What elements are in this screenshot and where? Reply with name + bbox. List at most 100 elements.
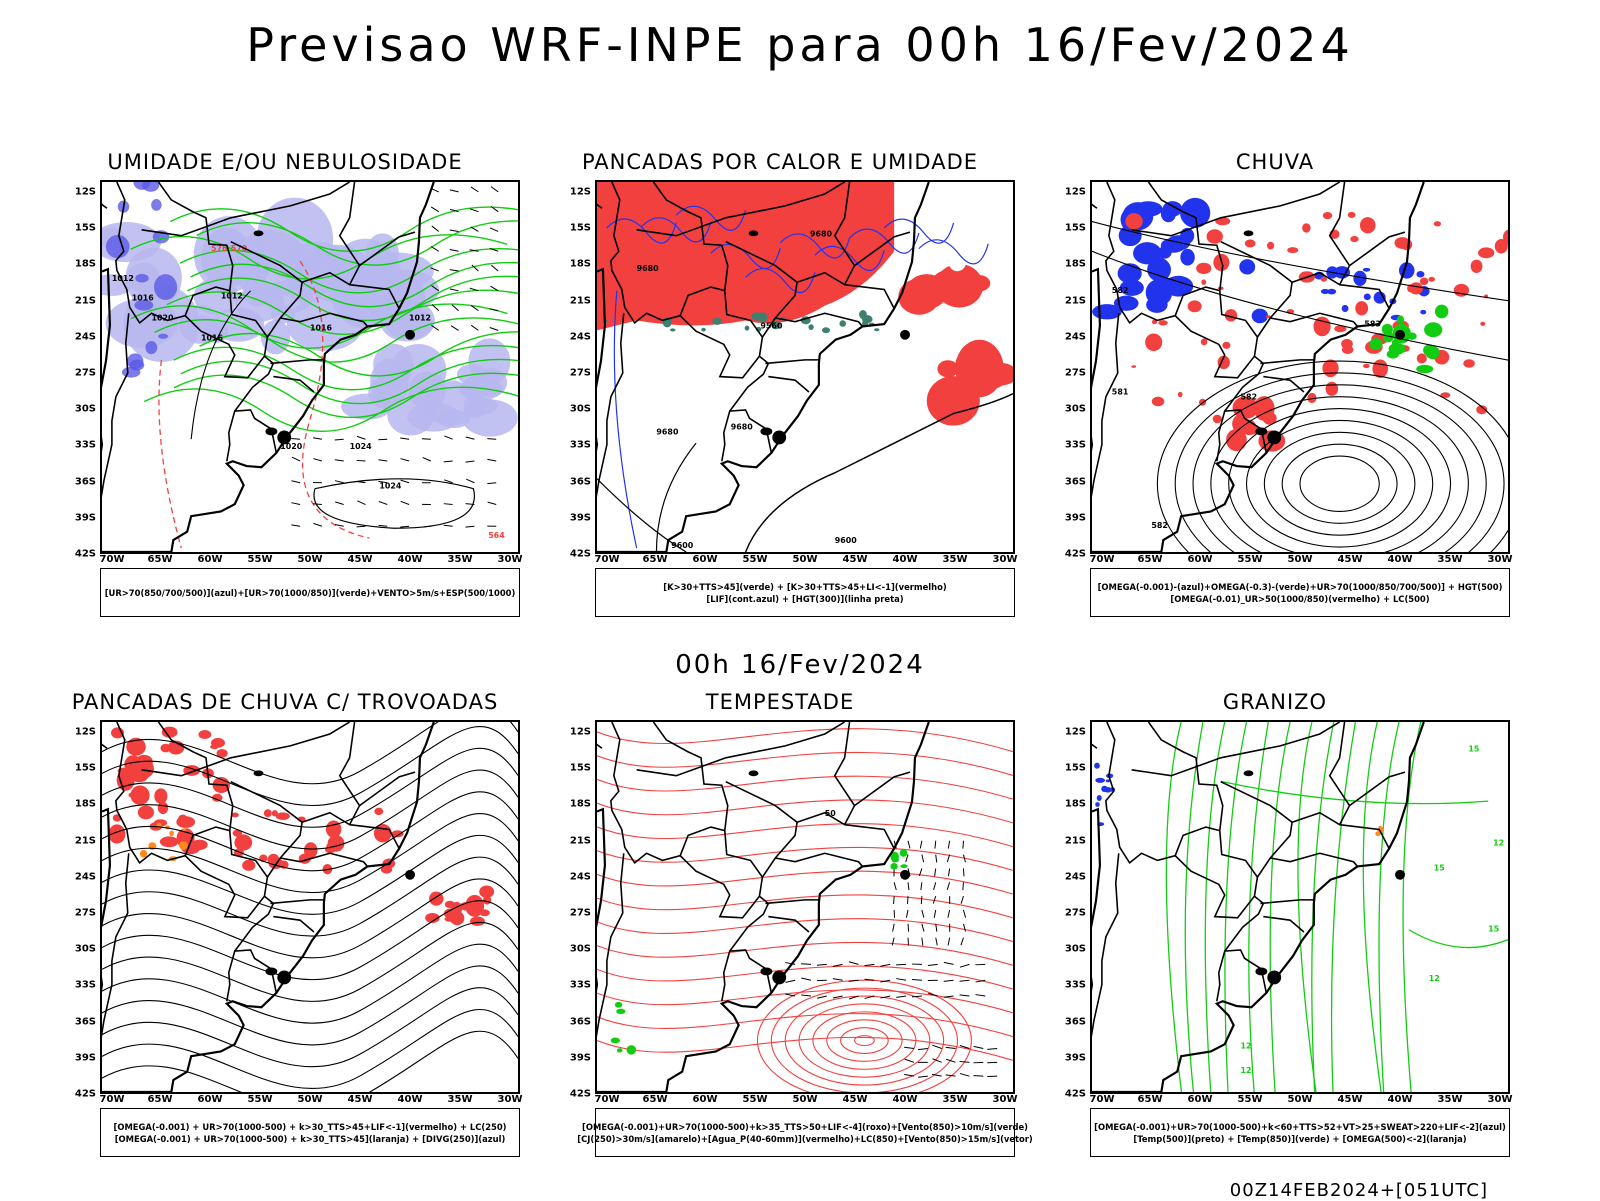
wind-vector [488, 502, 497, 504]
longitude-tick-label: 45W [843, 554, 868, 565]
wind-vector [450, 230, 459, 231]
latitude-tick-label: 18S [75, 799, 96, 810]
wind-vector [292, 457, 300, 461]
wind-vector [357, 526, 366, 527]
wind-vector [974, 1046, 984, 1048]
streamline [597, 990, 1013, 1013]
lake-marker [265, 427, 277, 435]
contour-label: 1012 [221, 292, 243, 301]
political-border [1260, 900, 1313, 904]
political-border [768, 377, 809, 392]
wind-vector [833, 979, 843, 981]
instability-area [937, 360, 958, 377]
wind-vector [936, 855, 937, 863]
wind-vector [452, 305, 459, 311]
legend-box: [OMEGA(-0.001)+UR>70(1000-500)+k<60+TTS>… [1090, 1108, 1510, 1157]
latitude-tick-label: 33S [75, 440, 96, 451]
rain-area [1287, 247, 1298, 253]
legend-text: [K>30+TTS>45](verde) + [K>30+TTS>45+LI<-… [663, 581, 946, 593]
clear-area [990, 268, 1012, 284]
wind-vector [934, 882, 936, 890]
longitude-tick-label: 55W [1238, 1094, 1263, 1105]
latitude-tick-label: 18S [570, 259, 591, 270]
contour-label: 582 [1241, 393, 1258, 402]
thunderstorm-area [169, 831, 174, 836]
latitude-tick-label: 39S [75, 512, 96, 523]
longitude-tick-label: 60W [1188, 554, 1213, 565]
longitude-tick-label: 60W [198, 1094, 223, 1105]
contour-label: 15 [1468, 745, 1479, 754]
legend-text: [OMEGA(-0.001) + UR>70(1000-500) + k>30_… [115, 1133, 506, 1145]
rain-area [1267, 242, 1274, 250]
rain-area [1420, 278, 1428, 286]
rain-area [1125, 213, 1142, 229]
wind-vector [801, 978, 811, 980]
latitude-tick-label: 27S [1065, 908, 1086, 919]
contour-label: 9600 [671, 541, 694, 550]
wind-vector [944, 980, 954, 981]
rain-area [1478, 247, 1494, 258]
wind-vector [335, 481, 344, 483]
rain-area [1131, 365, 1136, 368]
wind-vector [946, 1047, 956, 1048]
wind-vector [908, 882, 909, 890]
omega-area [1342, 305, 1349, 312]
political-border [722, 410, 772, 461]
strong-wind-area [627, 1045, 637, 1054]
rain-area [1409, 282, 1423, 294]
wind-vector [470, 209, 478, 212]
wind-vector [491, 187, 498, 192]
rain-area [1480, 322, 1485, 326]
longitude-tick-label: 30W [1488, 1094, 1513, 1105]
wind-vector [849, 962, 859, 965]
wind-vector [906, 910, 908, 918]
heat-humidity-area [745, 326, 750, 331]
lake-marker [1255, 967, 1267, 975]
lake-marker [772, 970, 786, 984]
wind-vector [912, 980, 922, 981]
humidity-high-area [151, 199, 161, 211]
streamline [813, 1012, 916, 1069]
latitude-tick-label: 27S [75, 368, 96, 379]
longitude-tick-label: 50W [1288, 1094, 1313, 1105]
latitude-tick-label: 27S [570, 908, 591, 919]
thickness-contour [159, 360, 181, 548]
latitude-tick-label: 42S [75, 1089, 96, 1100]
wind-vector [432, 226, 439, 232]
latitude-tick-label: 36S [570, 476, 591, 487]
wind-vector [921, 896, 922, 904]
wind-vector [932, 1045, 941, 1048]
longitude-tick-label: 35W [448, 1094, 473, 1105]
wind-vector [960, 980, 970, 981]
lake-marker [254, 770, 264, 776]
longitude-tick-label: 65W [1138, 1094, 1163, 1105]
thunderstorm-rain-area [160, 836, 179, 847]
rain-area [1178, 392, 1183, 397]
strong-wind-area [617, 1048, 623, 1052]
heat-humidity-area [839, 320, 846, 327]
humidity-mid-level-area [327, 264, 357, 291]
rain-area [1213, 415, 1222, 424]
political-border [765, 360, 818, 364]
legend-text: [OMEGA(-0.001)-(azul)+OMEGA(-0.3)-(verde… [1098, 581, 1503, 593]
political-border [730, 356, 769, 411]
clear-area [981, 228, 998, 247]
lake-marker [772, 430, 786, 444]
omega-area [1163, 201, 1183, 216]
strong-wind-area [616, 1009, 625, 1014]
latitude-tick-label: 36S [75, 1016, 96, 1027]
longitude-tick-label: 35W [1438, 554, 1463, 565]
rain-area [1434, 221, 1441, 226]
omega-area [1327, 289, 1336, 295]
latitude-tick-label: 12S [1065, 727, 1086, 738]
strong-wind-area [615, 1002, 622, 1008]
latitude-tick-label: 30S [1065, 944, 1086, 955]
political-border [680, 831, 762, 918]
rain-area [1341, 339, 1353, 349]
omega-area [1252, 309, 1268, 324]
